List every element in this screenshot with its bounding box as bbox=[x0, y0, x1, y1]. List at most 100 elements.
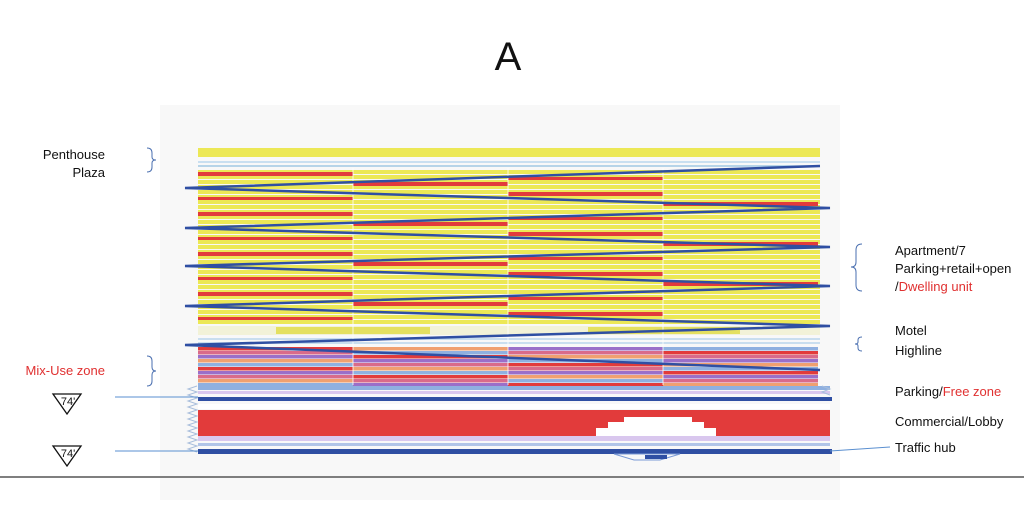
label-motel: Motel bbox=[895, 323, 927, 338]
mix-use-stripe bbox=[508, 383, 663, 387]
apartment-brace-icon bbox=[850, 243, 863, 292]
unit-segment bbox=[198, 292, 353, 296]
diagram-title: A bbox=[495, 35, 522, 79]
mix-use-stripe bbox=[508, 375, 663, 379]
apartment-floor-stripe bbox=[198, 285, 820, 289]
apartment-floor-stripe bbox=[198, 225, 820, 229]
mix-use-stripe bbox=[198, 371, 353, 375]
label-free-zone: Free zone bbox=[943, 384, 1002, 399]
unit-segment bbox=[508, 312, 663, 316]
unit-segment bbox=[198, 237, 353, 240]
mix-use-stripe bbox=[663, 379, 818, 383]
mix-use-stripe bbox=[663, 371, 818, 375]
mix-use-stripe bbox=[508, 367, 663, 371]
level-marker-upper-label: 74' bbox=[61, 396, 75, 408]
mix-use-stripe bbox=[508, 371, 663, 375]
label-dwelling-unit-line: /Dwelling unit bbox=[895, 279, 973, 294]
label-plaza: Plaza bbox=[72, 165, 105, 180]
unit-segment bbox=[198, 317, 353, 320]
unit-segment bbox=[198, 172, 353, 176]
unit-segment bbox=[198, 197, 353, 200]
apartment-floor-stripe bbox=[198, 220, 820, 224]
lobby-opening bbox=[596, 417, 716, 436]
mix-use-stripe bbox=[663, 359, 818, 363]
unit-segment bbox=[198, 252, 353, 256]
traffic-hub-slab bbox=[198, 449, 832, 454]
commercial-lobby-block bbox=[198, 410, 830, 436]
unit-segment bbox=[508, 192, 663, 196]
unit-segment bbox=[353, 302, 508, 306]
level-marker-lower-label: 74' bbox=[61, 448, 75, 460]
mix-use-stripe bbox=[198, 379, 353, 383]
commercial-gap bbox=[198, 404, 830, 409]
unit-segment bbox=[508, 297, 663, 300]
motel-brace-icon bbox=[854, 336, 863, 352]
mix-use-stripe bbox=[198, 351, 353, 355]
mix-use-stripe bbox=[353, 363, 508, 367]
apartment-floor-stripe bbox=[198, 280, 820, 284]
mix-use-stripe bbox=[663, 355, 818, 359]
label-mix-use-zone: Mix-Use zone bbox=[26, 363, 105, 378]
apartment-floor-stripe bbox=[198, 240, 820, 244]
unit-segment bbox=[353, 182, 508, 186]
mix-use-stripe bbox=[353, 355, 508, 359]
unit-segment bbox=[508, 232, 663, 236]
label-penthouse: Penthouse bbox=[43, 147, 105, 162]
mix-use-stripe bbox=[663, 383, 818, 387]
motel-level bbox=[198, 326, 820, 335]
mix-use-stripe bbox=[353, 375, 508, 379]
parking-slab bbox=[198, 397, 832, 401]
unit-segment bbox=[508, 177, 663, 180]
traffic-hub-ramp bbox=[613, 453, 681, 461]
label-apartment: Apartment/7 bbox=[895, 243, 966, 258]
apartment-floor-stripe bbox=[198, 245, 820, 249]
traffic-hub-leader bbox=[829, 446, 891, 452]
mix-use-stripe bbox=[663, 363, 818, 367]
traffic-hub-entry bbox=[645, 455, 667, 459]
unit-segment bbox=[353, 222, 508, 226]
apartment-floor-stripe bbox=[198, 185, 820, 189]
level-marker-lower-icon bbox=[51, 445, 83, 468]
penthouse-brace-icon bbox=[146, 147, 157, 173]
label-slash: / bbox=[895, 279, 899, 294]
mix-use-stripe bbox=[663, 367, 818, 371]
apartment-floor-stripe bbox=[198, 290, 820, 294]
mix-use-stripe bbox=[353, 371, 508, 375]
label-commercial-lobby: Commercial/Lobby bbox=[895, 414, 1004, 429]
apartment-floor-stripe bbox=[198, 205, 820, 209]
unit-segment bbox=[508, 217, 663, 220]
apartment-floor-stripe bbox=[198, 305, 820, 309]
mix-use-stripe bbox=[353, 347, 508, 351]
mix-use-stripe bbox=[353, 383, 508, 387]
apartment-floor-stripe bbox=[198, 250, 820, 254]
mix-use-stripe bbox=[508, 379, 663, 383]
apartment-floor-stripe bbox=[198, 265, 820, 269]
mix-use-stripe bbox=[198, 359, 353, 363]
mix-use-stripe bbox=[508, 355, 663, 359]
label-traffic-hub: Traffic hub bbox=[895, 440, 956, 455]
apartment-floor-stripe bbox=[198, 210, 820, 214]
mix-use-stripe bbox=[198, 363, 353, 367]
unit-segment bbox=[198, 212, 353, 216]
label-dwelling-unit: Dwelling unit bbox=[899, 279, 973, 294]
mix-use-stripe bbox=[353, 367, 508, 371]
label-parking-line: Parking/Free zone bbox=[895, 384, 1001, 399]
label-parking-retail-open: Parking+retail+open bbox=[895, 261, 1011, 276]
penthouse-slab bbox=[198, 148, 820, 157]
apartment-floor-stripe bbox=[198, 200, 820, 204]
label-highline: Highline bbox=[895, 343, 942, 358]
level-marker-upper-icon bbox=[51, 393, 83, 416]
unit-segment bbox=[198, 277, 353, 280]
mix-use-stripe bbox=[198, 367, 353, 371]
mix-use-stripe bbox=[353, 351, 508, 355]
mix-use-stripe bbox=[508, 363, 663, 367]
mix-use-stripe bbox=[663, 351, 818, 355]
apartment-floor-stripe bbox=[198, 300, 820, 304]
apartment-floor-stripe bbox=[198, 320, 820, 324]
unit-segment bbox=[508, 272, 663, 276]
traffic-strip bbox=[198, 443, 830, 446]
mix-use-stripe bbox=[353, 379, 508, 383]
mix-use-stripe bbox=[663, 347, 818, 351]
mix-use-stripe bbox=[198, 355, 353, 359]
